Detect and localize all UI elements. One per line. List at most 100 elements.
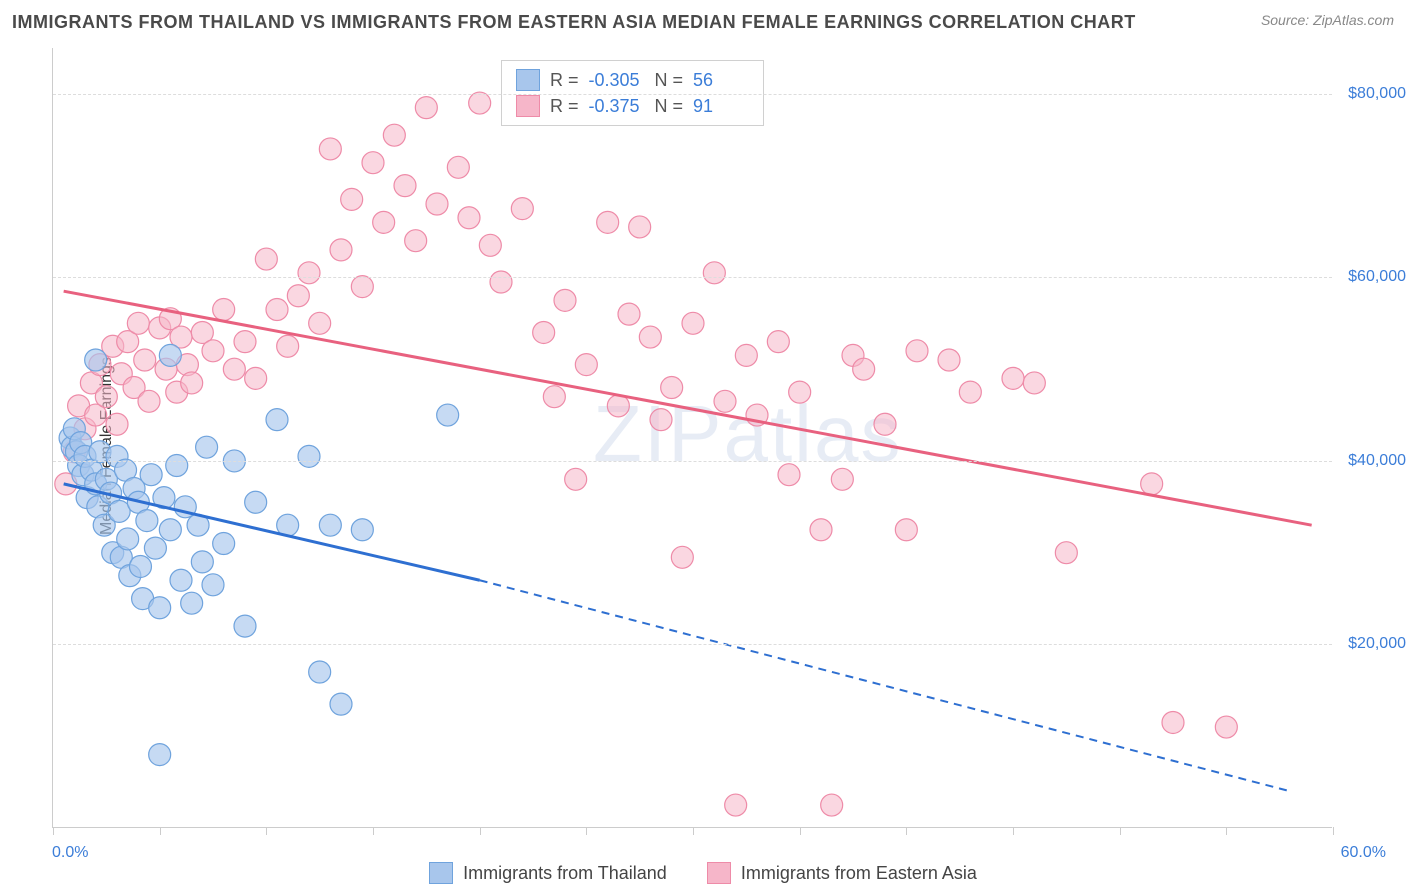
data-point-thailand xyxy=(149,597,171,619)
trend-line-dash-thailand xyxy=(480,580,1291,791)
data-point-eastern_asia xyxy=(415,97,437,119)
data-point-eastern_asia xyxy=(895,519,917,541)
data-point-thailand xyxy=(136,510,158,532)
stat-n-value: 91 xyxy=(693,96,749,117)
data-point-eastern_asia xyxy=(362,152,384,174)
stat-r-value: -0.375 xyxy=(589,96,645,117)
data-point-eastern_asia xyxy=(223,358,245,380)
data-point-thailand xyxy=(144,537,166,559)
plot-area: ZIPatlas R =-0.305N =56R =-0.375N =91 $2… xyxy=(52,48,1332,828)
data-point-thailand xyxy=(351,519,373,541)
swatch-thailand xyxy=(516,69,540,91)
data-point-eastern_asia xyxy=(287,285,309,307)
data-point-eastern_asia xyxy=(853,358,875,380)
data-point-eastern_asia xyxy=(618,303,640,325)
data-point-thailand xyxy=(213,533,235,555)
data-point-eastern_asia xyxy=(426,193,448,215)
data-point-thailand xyxy=(202,574,224,596)
data-point-eastern_asia xyxy=(202,340,224,362)
data-point-eastern_asia xyxy=(309,312,331,334)
data-point-thailand xyxy=(196,436,218,458)
y-tick-label: $20,000 xyxy=(1336,635,1406,653)
data-point-eastern_asia xyxy=(234,331,256,353)
data-point-thailand xyxy=(159,344,181,366)
legend-label: Immigrants from Thailand xyxy=(463,863,667,884)
x-tick xyxy=(1120,827,1121,835)
data-point-eastern_asia xyxy=(789,381,811,403)
data-point-eastern_asia xyxy=(703,262,725,284)
legend-item-eastern_asia: Immigrants from Eastern Asia xyxy=(707,862,977,884)
data-point-thailand xyxy=(234,615,256,637)
data-point-eastern_asia xyxy=(351,276,373,298)
data-point-eastern_asia xyxy=(650,409,672,431)
data-point-eastern_asia xyxy=(714,390,736,412)
legend-swatch-thailand xyxy=(429,862,453,884)
data-point-eastern_asia xyxy=(629,216,651,238)
x-axis-min-label: 0.0% xyxy=(52,844,88,862)
data-point-eastern_asia xyxy=(447,156,469,178)
data-point-thailand xyxy=(140,464,162,486)
stats-row-eastern_asia: R = -0.375 N = 91 xyxy=(516,93,749,119)
data-point-eastern_asia xyxy=(277,335,299,357)
data-point-eastern_asia xyxy=(906,340,928,362)
data-point-eastern_asia xyxy=(543,386,565,408)
source-label: Source: ZipAtlas.com xyxy=(1261,12,1394,28)
data-point-eastern_asia xyxy=(405,230,427,252)
x-tick xyxy=(693,827,694,835)
data-point-eastern_asia xyxy=(959,381,981,403)
data-point-eastern_asia xyxy=(778,464,800,486)
stat-r-label: R = xyxy=(550,96,579,117)
data-point-eastern_asia xyxy=(394,175,416,197)
stat-n-label: N = xyxy=(655,70,684,91)
x-tick xyxy=(1226,827,1227,835)
data-point-eastern_asia xyxy=(330,239,352,261)
data-point-eastern_asia xyxy=(458,207,480,229)
stat-n-label: N = xyxy=(655,96,684,117)
data-point-eastern_asia xyxy=(767,331,789,353)
data-point-thailand xyxy=(309,661,331,683)
data-point-eastern_asia xyxy=(639,326,661,348)
x-tick xyxy=(586,827,587,835)
swatch-eastern_asia xyxy=(516,95,540,117)
data-point-eastern_asia xyxy=(575,354,597,376)
legend-label: Immigrants from Eastern Asia xyxy=(741,863,977,884)
data-point-eastern_asia xyxy=(134,349,156,371)
data-point-eastern_asia xyxy=(671,546,693,568)
y-tick-label: $80,000 xyxy=(1336,85,1406,103)
data-point-eastern_asia xyxy=(735,344,757,366)
x-tick xyxy=(373,827,374,835)
data-point-eastern_asia xyxy=(266,299,288,321)
x-tick xyxy=(266,827,267,835)
data-point-thailand xyxy=(319,514,341,536)
data-point-eastern_asia xyxy=(1215,716,1237,738)
x-tick xyxy=(53,827,54,835)
legend-item-thailand: Immigrants from Thailand xyxy=(429,862,667,884)
data-point-thailand xyxy=(117,528,139,550)
data-point-eastern_asia xyxy=(341,188,363,210)
data-point-eastern_asia xyxy=(469,92,491,114)
data-point-eastern_asia xyxy=(511,198,533,220)
grid-line xyxy=(53,644,1332,645)
legend-swatch-eastern_asia xyxy=(707,862,731,884)
data-point-eastern_asia xyxy=(213,299,235,321)
data-point-eastern_asia xyxy=(682,312,704,334)
y-tick-label: $40,000 xyxy=(1336,452,1406,470)
data-point-thailand xyxy=(85,349,107,371)
data-point-eastern_asia xyxy=(874,413,896,435)
data-point-thailand xyxy=(298,445,320,467)
data-point-thailand xyxy=(437,404,459,426)
data-point-eastern_asia xyxy=(810,519,832,541)
header: IMMIGRANTS FROM THAILAND VS IMMIGRANTS F… xyxy=(12,12,1394,33)
x-tick xyxy=(1013,827,1014,835)
grid-line xyxy=(53,461,1332,462)
data-point-eastern_asia xyxy=(1162,711,1184,733)
data-point-eastern_asia xyxy=(725,794,747,816)
stat-r-value: -0.305 xyxy=(589,70,645,91)
data-point-eastern_asia xyxy=(1002,367,1024,389)
data-point-eastern_asia xyxy=(565,468,587,490)
data-point-eastern_asia xyxy=(533,321,555,343)
data-point-eastern_asia xyxy=(661,377,683,399)
data-point-eastern_asia xyxy=(255,248,277,270)
data-point-thailand xyxy=(181,592,203,614)
x-tick xyxy=(160,827,161,835)
